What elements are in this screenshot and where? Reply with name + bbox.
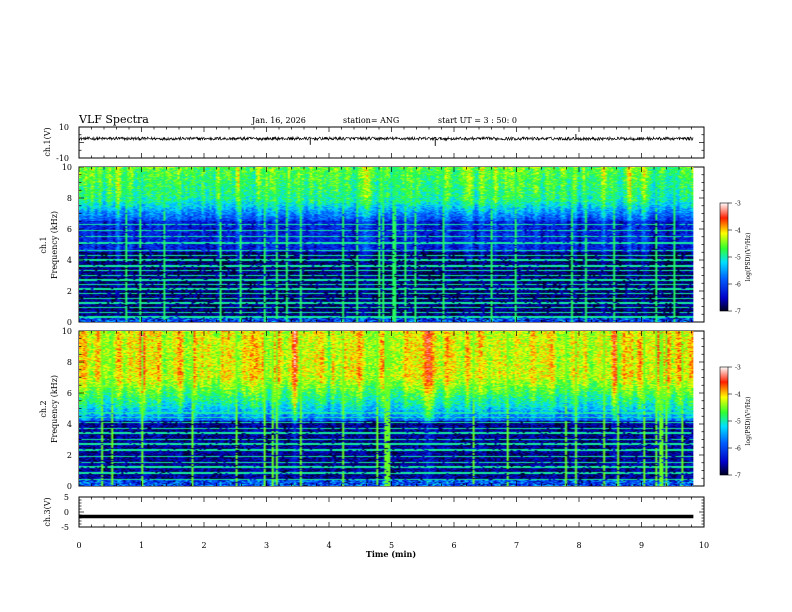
- ch1-waveform-trace: [78, 133, 694, 146]
- colorbar-tick-label: -4: [735, 392, 741, 399]
- x-tick-label: 1: [139, 541, 144, 550]
- frequency-tick-label: 8: [67, 358, 72, 367]
- ch1-spectrogram-ytick-labels: 0 2 4 6 8 10: [62, 163, 72, 327]
- colorbar-tick-label: -3: [735, 201, 741, 208]
- ch3-waveform-panel: 5 0 -5 ch.3(V): [43, 493, 705, 532]
- frequency-tick-label: 10: [62, 163, 72, 172]
- x-tick-label: 3: [264, 541, 269, 550]
- ch2-colorbar-ticks: -3 -4 -5 -6 -7: [728, 365, 741, 480]
- ch2-colorbar-gradient: [719, 366, 729, 476]
- ch1-colorbar-gradient: [719, 202, 729, 312]
- frequency-tick-label: 8: [67, 194, 72, 203]
- x-tick-label: 2: [201, 541, 206, 550]
- frequency-tick-label: 10: [62, 327, 72, 336]
- colorbar-tick-label: -5: [735, 419, 741, 426]
- frequency-tick-label: 0: [67, 318, 72, 327]
- frequency-tick-label: 2: [67, 287, 72, 296]
- ch2-spectrogram-panel: 0 2 4 6 8 10 ch.2 Frequency (kHz): [39, 327, 705, 491]
- ch1-colorbar-ticks: -3 -4 -5 -6 -7: [728, 201, 741, 316]
- ch1-colorbar-label: log(PSD)(V²/Hz): [745, 233, 752, 282]
- date-label: Jan. 16, 2026: [251, 116, 306, 125]
- colorbar-tick-label: -6: [735, 446, 741, 453]
- colorbar-tick-label: -4: [735, 228, 741, 235]
- frequency-tick-label: 4: [67, 420, 72, 429]
- frequency-tick-label: 6: [67, 389, 72, 398]
- x-tick-label: 4: [326, 541, 331, 550]
- x-tick-label: 6: [451, 541, 456, 550]
- x-axis-tick-labels: 0 1 2 3 4 5 6 7 8 9 10: [76, 541, 709, 550]
- ch1-spectrogram-panel: 0 2 4 6 8 10 ch.1 Frequency (kHz): [39, 163, 705, 327]
- ch1-noise-trace: [78, 135, 694, 142]
- ch2-spectrogram-image: [79, 331, 694, 486]
- ch1-ytick-bottom: -10: [56, 154, 69, 163]
- x-tick-label: 0: [76, 541, 81, 550]
- ch1-spectrogram-ylabel-channel: ch.1: [39, 236, 48, 253]
- ch1-waveform-ticks: [78, 126, 705, 159]
- colorbar-tick-label: -3: [735, 365, 741, 372]
- ch3-ytick-mid: 0: [64, 508, 69, 517]
- ch3-ytick-top: 5: [64, 493, 69, 502]
- ch3-waveform-ticks: [78, 496, 705, 528]
- x-axis-label: Time (min): [366, 549, 416, 559]
- ch2-spectrogram-ticks: [78, 330, 705, 487]
- ch1-colorbar: -3 -4 -5 -6 -7 log(PSD)(V²/Hz): [719, 201, 752, 316]
- ch1-spectrogram-ylabel-frequency: Frequency (kHz): [50, 211, 59, 279]
- colorbar-tick-label: -7: [735, 309, 741, 316]
- x-tick-label: 9: [639, 541, 644, 550]
- ch2-spectrogram-ytick-labels: 0 2 4 6 8 10: [62, 327, 72, 491]
- x-tick-label: 8: [576, 541, 581, 550]
- x-tick-label: 10: [699, 541, 709, 550]
- frequency-tick-label: 0: [67, 482, 72, 491]
- ch3-ytick-bottom: -5: [61, 523, 69, 532]
- colorbar-tick-label: -5: [735, 255, 741, 262]
- colorbar-tick-label: -7: [735, 473, 741, 480]
- ch1-ytick-top: 10: [59, 123, 69, 132]
- x-tick-label: 5: [389, 541, 394, 550]
- ch3-ylabel: ch.3(V): [43, 497, 52, 526]
- ch2-colorbar: -3 -4 -5 -6 -7 log(PSD)(V²/Hz): [719, 365, 752, 480]
- ch1-spectrogram-ticks: [78, 166, 705, 323]
- ch2-spectrogram-ylabel-channel: ch.2: [39, 400, 48, 417]
- ch2-spectrogram-ylabel-frequency: Frequency (kHz): [50, 375, 59, 443]
- frequency-tick-label: 2: [67, 451, 72, 460]
- ch2-colorbar-label: log(PSD)(V²/Hz): [745, 397, 752, 446]
- ch1-waveform-panel: 10 -10 ch.1(V): [43, 123, 705, 163]
- ch1-ylabel: ch.1(V): [43, 127, 52, 156]
- x-tick-label: 7: [514, 541, 519, 550]
- frequency-tick-label: 6: [67, 225, 72, 234]
- colorbar-tick-label: -6: [735, 282, 741, 289]
- ch1-spectrogram-image: [79, 167, 694, 322]
- ch1-waveform-frame: [78, 126, 705, 159]
- frequency-tick-label: 4: [67, 256, 72, 265]
- start-time-label: start UT = 3 : 50: 0: [438, 116, 517, 125]
- figure-title: VLF Spectra: [78, 113, 149, 126]
- station-label: station= ANG: [343, 116, 399, 125]
